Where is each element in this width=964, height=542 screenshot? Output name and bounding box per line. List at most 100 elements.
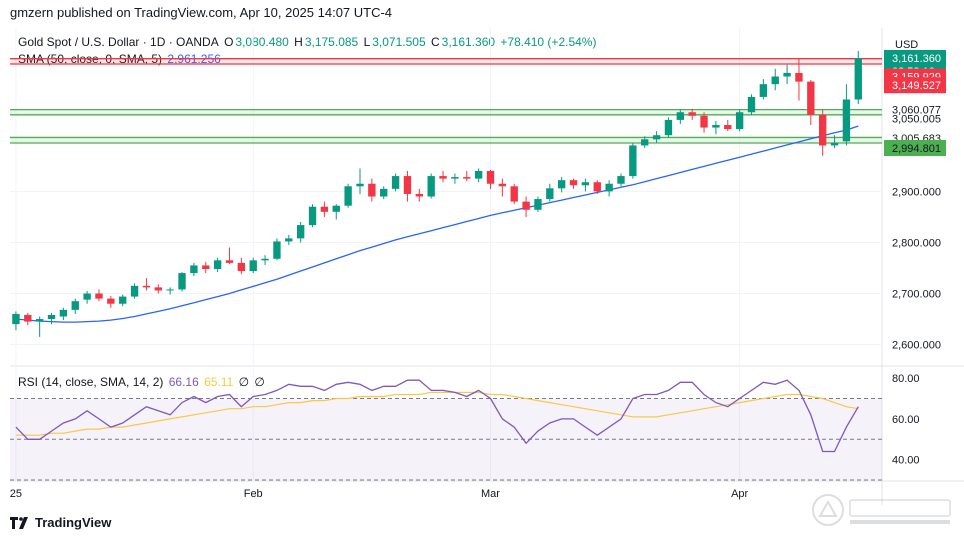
price-label-down: 3,149.527 [892, 80, 941, 92]
candle-body [735, 112, 744, 130]
candle-body [83, 293, 91, 300]
rsi-ma-line [15, 391, 859, 436]
candle-body [320, 206, 329, 212]
candle-body [59, 309, 68, 317]
currency-label: USD [895, 39, 918, 51]
candle-body [807, 81, 815, 115]
price-label-last-up: 3,161.360 [892, 53, 941, 65]
sma-line [15, 125, 859, 323]
candle-body [546, 188, 554, 200]
candle-body [119, 296, 127, 304]
candle-body [368, 183, 376, 197]
candle-body [439, 176, 447, 179]
candle-body [759, 84, 768, 97]
price-label-bg [884, 77, 946, 94]
candle-body [819, 114, 827, 146]
candle-body [783, 72, 791, 77]
candle-body [190, 265, 198, 274]
price-label-bg [884, 139, 946, 156]
candle-body [724, 125, 732, 130]
high-value: 3,175.085 [304, 35, 359, 49]
candle-body [652, 135, 661, 140]
rsi-tick-label: 80.00 [892, 373, 920, 385]
candle-body [795, 72, 803, 82]
candle-body [451, 177, 459, 179]
candle-body [24, 314, 32, 322]
candle-body [202, 265, 210, 270]
candle-body [142, 285, 151, 288]
candle-body [474, 170, 483, 179]
candle-body [629, 145, 637, 177]
open-value: 3,080.480 [235, 35, 289, 49]
low-value: 3,071.505 [372, 35, 426, 49]
candle-body [130, 285, 139, 297]
time-tick-label: 25 [10, 488, 22, 500]
price-tick-label: 2,600.000 [892, 340, 941, 352]
price-label-bg [884, 49, 946, 66]
candle-body [261, 258, 269, 261]
price-tick-label: 2,700.000 [892, 289, 941, 301]
close-label: C [430, 35, 440, 49]
rsi-extra-2: ∅ [254, 375, 265, 389]
candle-body [842, 99, 851, 142]
candle-body [854, 58, 862, 100]
candle-body [213, 260, 222, 270]
symbol-title[interactable]: Gold Spot / U.S. Dollar · 1D · OANDA [18, 35, 219, 49]
candle-body [427, 176, 435, 197]
high-label: H [294, 35, 303, 49]
candle-body [712, 125, 720, 128]
rsi-label[interactable]: RSI (14, close, SMA, 14, 2) [18, 375, 164, 389]
change-value: +78.410 (+2.54%) [500, 35, 597, 49]
tradingview-logo-icon [10, 516, 30, 529]
candle-body [12, 313, 20, 325]
candle-body [676, 112, 684, 120]
footer-brand-text: TradingView [35, 515, 112, 530]
candle-body [35, 319, 44, 322]
level-zone [10, 109, 882, 115]
candle-body [522, 201, 530, 210]
candle-body [486, 170, 495, 184]
candle-body [344, 186, 352, 206]
watermark-logo-icon [812, 494, 951, 526]
candle-body [569, 180, 578, 186]
time-tick-label: Apr [731, 488, 748, 500]
price-tick-label: 2,900.000 [892, 186, 941, 198]
price-tick-label: 2,800.000 [892, 237, 941, 249]
candle-body [249, 260, 257, 272]
candle-body [498, 183, 507, 187]
price-label-plain: 3,060.077 [892, 105, 941, 117]
time-tick-label: Mar [481, 488, 500, 500]
candle-body [581, 182, 590, 186]
candle-body [557, 180, 566, 189]
candle-body [95, 293, 103, 299]
candle-body [593, 182, 601, 192]
footer-brand: TradingView [10, 515, 111, 530]
candle-body [617, 176, 625, 184]
candle-body [237, 262, 246, 272]
open-label: O [224, 35, 234, 49]
candle-body [747, 96, 756, 113]
candle-body [700, 115, 708, 128]
candle-body [463, 177, 471, 179]
candle-body [415, 193, 423, 197]
publish-header: gmzern published on TradingView.com, Apr… [10, 5, 393, 20]
low-label: L [363, 35, 371, 49]
candle-body [534, 199, 542, 210]
candle-body [273, 241, 281, 259]
candle-body [771, 76, 779, 85]
candle-body [225, 260, 234, 263]
rsi-extra-1: ∅ [238, 375, 250, 389]
candle-body [688, 112, 696, 116]
candle-body [285, 238, 293, 242]
candle-body [71, 301, 79, 310]
candle-body [664, 119, 673, 136]
rsi-tick-label: 60.00 [892, 414, 920, 426]
time-tick-label: Feb [244, 488, 263, 500]
candle-body [403, 176, 412, 194]
candle-body [605, 183, 613, 192]
candle-body [107, 298, 115, 304]
price-label-support: 2,994.801 [892, 143, 941, 155]
close-value: 3,161.360 [441, 35, 496, 49]
rsi-ma-value: 65.11 [204, 375, 234, 389]
